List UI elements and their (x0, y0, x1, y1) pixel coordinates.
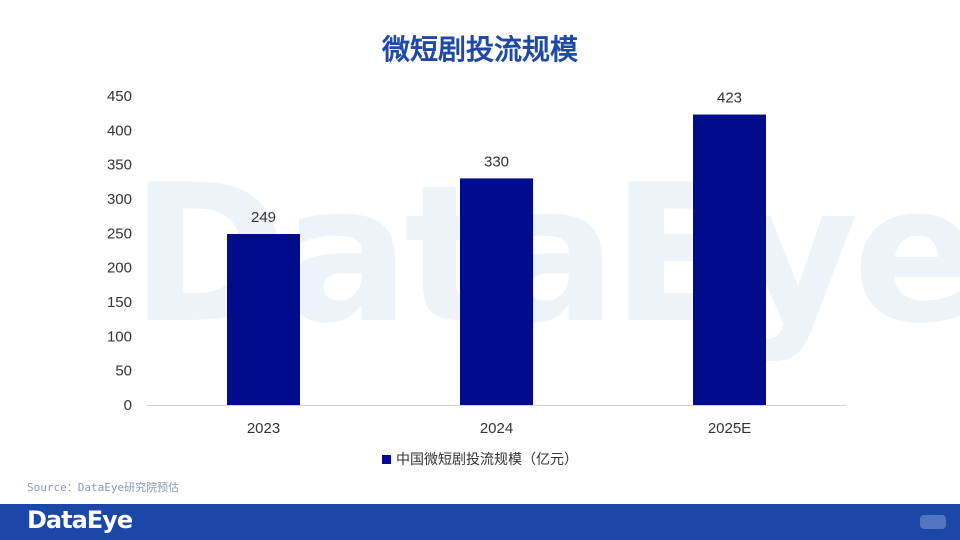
chart-title: 微短剧投流规模 (381, 33, 578, 66)
bar-2023 (227, 234, 300, 405)
y-tick-label: 400 (107, 122, 132, 139)
x-tick-label-2025E: 2025E (708, 420, 751, 437)
bar-2025E (693, 114, 766, 405)
data-label-2023: 249 (251, 209, 276, 226)
footer-bar: DataEye (0, 504, 960, 540)
y-tick-label: 350 (107, 157, 132, 174)
x-tick-label-2024: 2024 (480, 420, 513, 437)
legend-swatch (382, 454, 391, 464)
source-note: Source：DataEye研究院预估 (27, 481, 180, 494)
y-tick-label: 100 (107, 328, 132, 345)
footer-logo: DataEye (27, 506, 133, 534)
y-tick-label: 450 (107, 88, 132, 105)
corner-badge-icon (920, 515, 946, 529)
y-tick-label: 50 (115, 363, 132, 380)
y-tick-label: 250 (107, 225, 132, 242)
y-tick-label: 200 (107, 260, 132, 277)
legend-label: 中国微短剧投流规模（亿元） (396, 452, 578, 468)
data-label-2024: 330 (484, 153, 509, 170)
y-tick-label: 0 (124, 397, 132, 414)
bar-2024 (460, 178, 533, 405)
x-tick-label-2023: 2023 (247, 420, 280, 437)
data-label-2025E: 423 (717, 90, 742, 107)
y-tick-label: 300 (107, 191, 132, 208)
legend: 中国微短剧投流规模（亿元） (0, 449, 960, 469)
y-tick-label: 150 (107, 294, 132, 311)
